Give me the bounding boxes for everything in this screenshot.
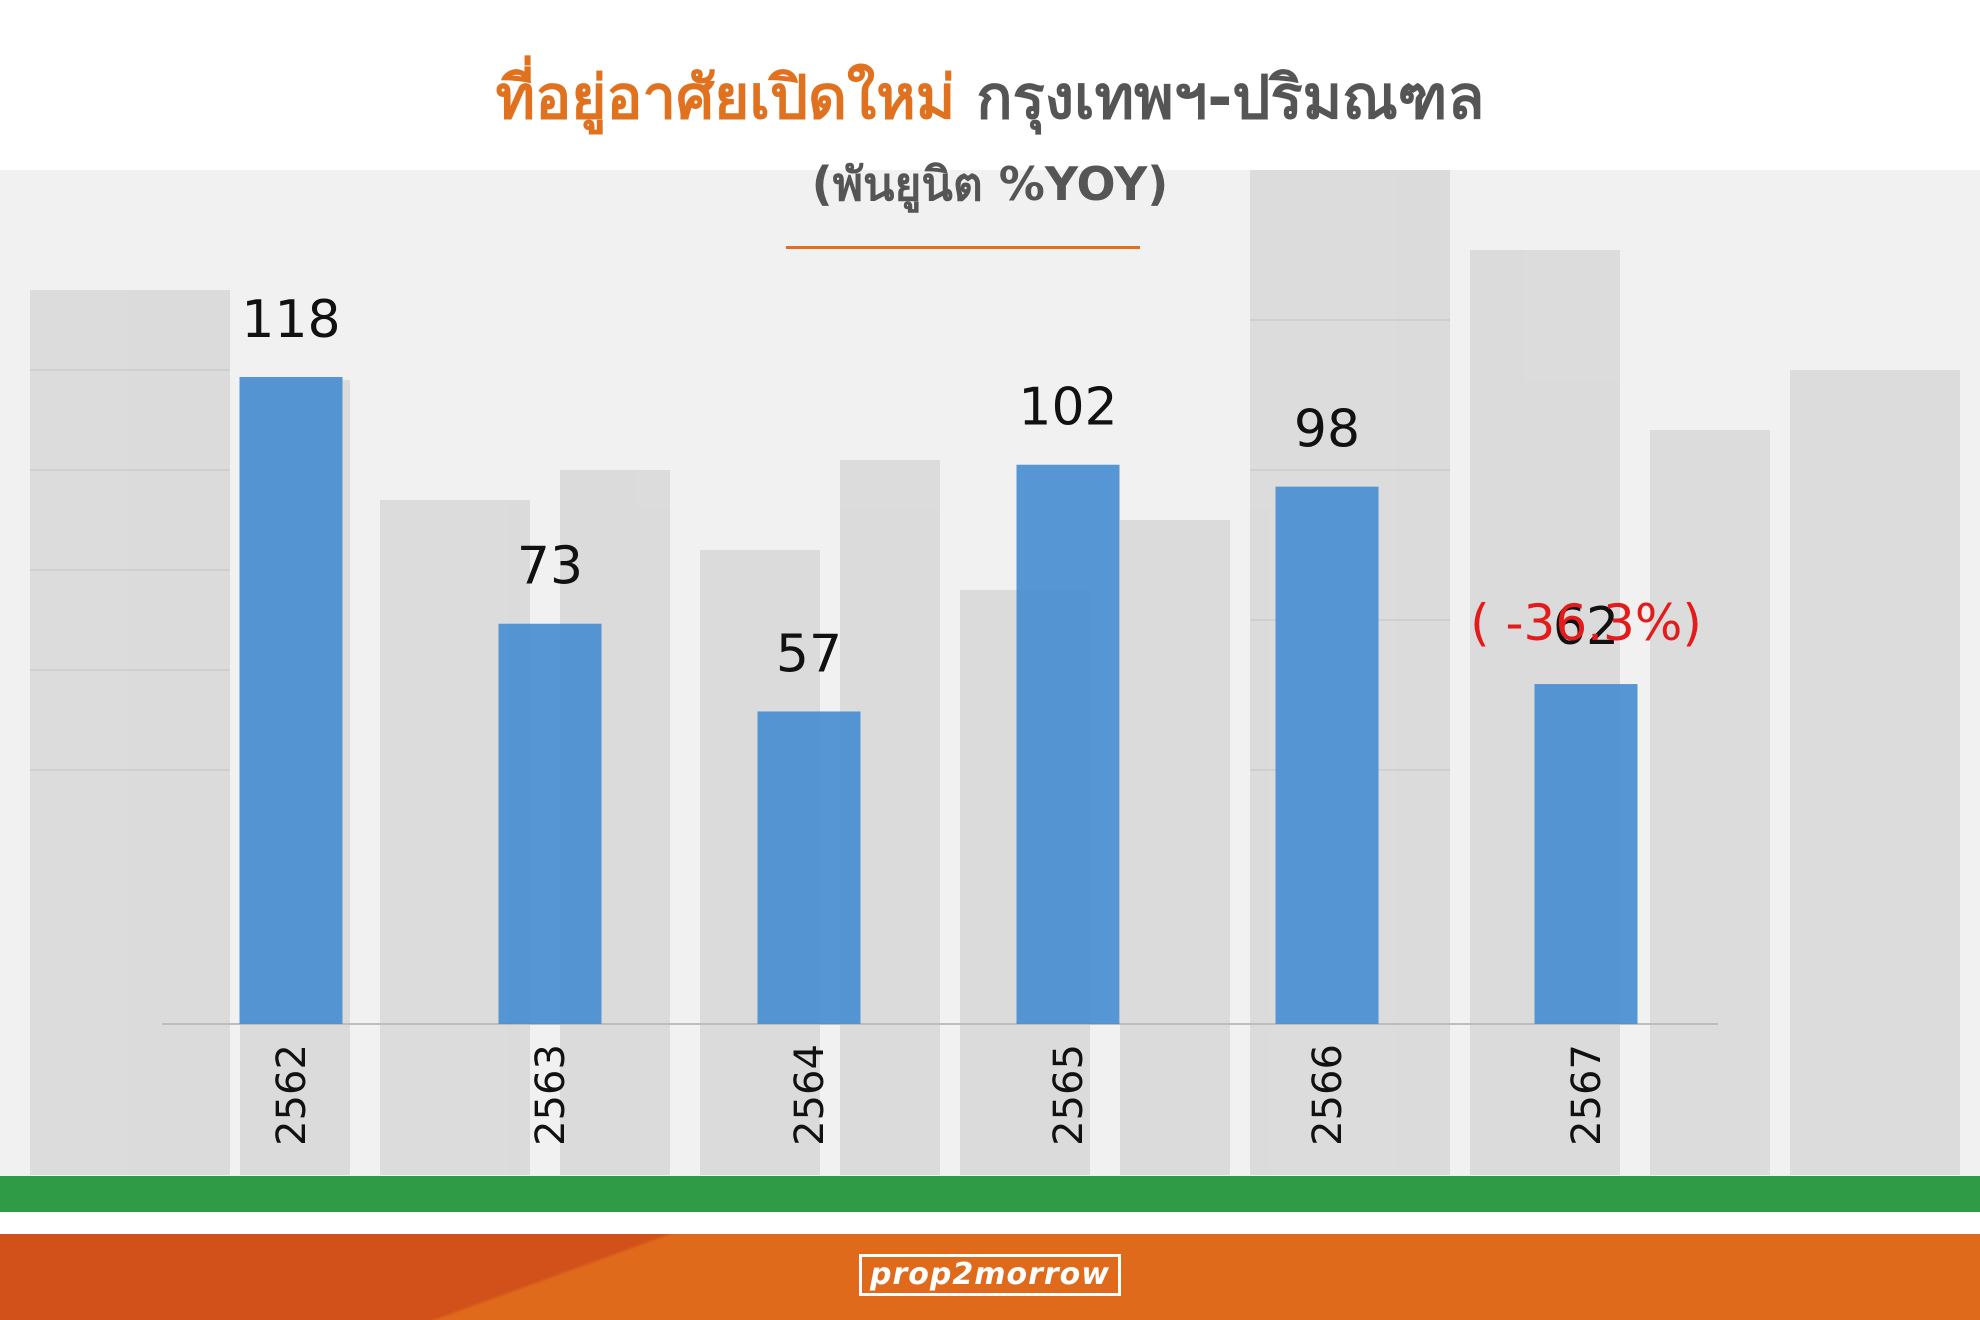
tick-label-2563: 2563 — [528, 1044, 574, 1146]
chart-subtitle: (พันยูนิต %YOY) — [811, 157, 1169, 211]
bar-chart: 118 2562 73 2563 57 2564 102 2565 98 2566 62 2567 ( … — [162, 290, 1718, 1146]
title-rest: กรุงเทพฯ-ปริมณฑล — [976, 63, 1485, 133]
data-label-2566: 98 — [1294, 400, 1360, 460]
header-background — [0, 0, 1980, 170]
bar-2564 — [757, 711, 861, 1024]
bar-2563 — [498, 623, 602, 1024]
footer-orange-band — [0, 1234, 1980, 1320]
tick-label-2562: 2562 — [269, 1044, 315, 1146]
chart-title: ที่อยู่อาศัยเปิดใหม่ กรุงเทพฯ-ปริมณฑล — [0, 58, 1980, 138]
title-underline — [786, 246, 1140, 249]
tick-label-2567: 2567 — [1564, 1044, 1610, 1146]
footer-white-band — [0, 1212, 1980, 1234]
bar-2565 — [1016, 464, 1120, 1024]
bar-2567 — [1534, 684, 1638, 1024]
bar-2566 — [1275, 486, 1379, 1024]
data-label-2564: 57 — [776, 624, 842, 684]
logo-text: prop2morrow — [858, 1254, 1121, 1296]
data-label-2563: 73 — [517, 537, 583, 597]
prop2morrow-logo: prop2morrow — [0, 1254, 1980, 1296]
tick-label-2565: 2565 — [1046, 1044, 1092, 1146]
tick-label-2564: 2564 — [787, 1044, 833, 1146]
data-label-2565: 102 — [1018, 378, 1117, 438]
data-label-2567: 62 — [1553, 597, 1619, 657]
yoy-annotation-2567: ( -36.3%) — [1470, 594, 1702, 652]
bar-2562 — [239, 377, 343, 1024]
title-highlight: ที่อยู่อาศัยเปิดใหม่ — [495, 63, 956, 133]
tick-label-2566: 2566 — [1305, 1044, 1351, 1146]
footer-green-band — [0, 1176, 1980, 1212]
data-label-2562: 118 — [241, 290, 340, 350]
